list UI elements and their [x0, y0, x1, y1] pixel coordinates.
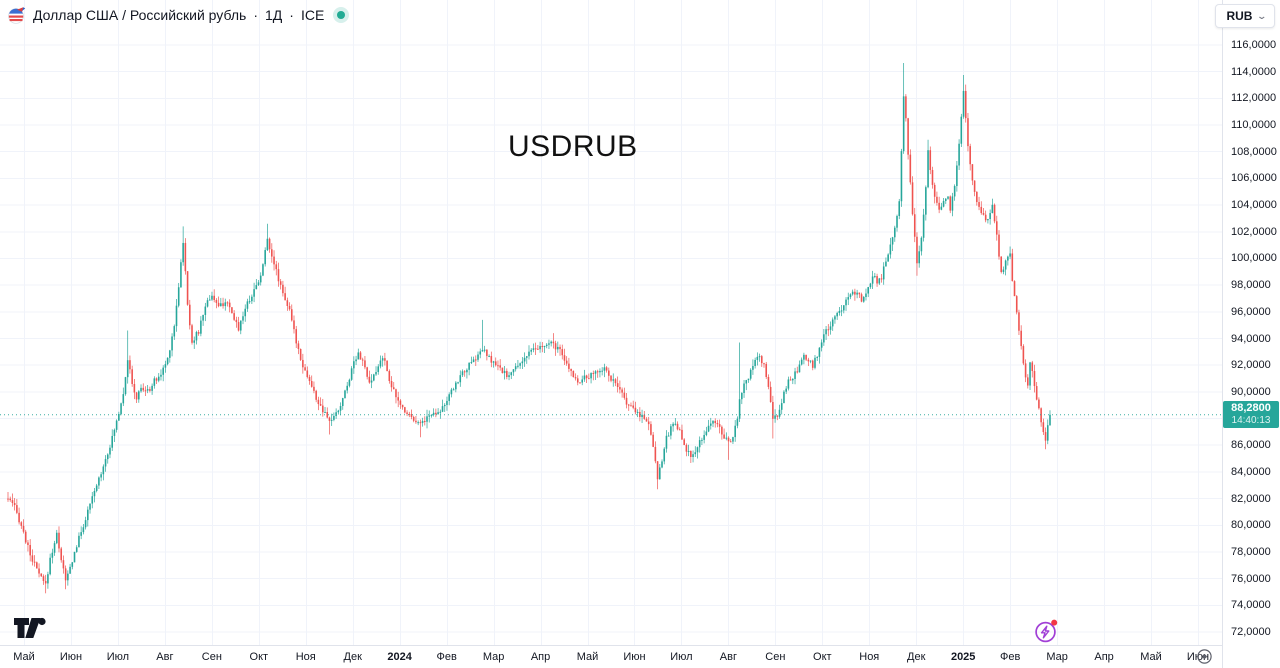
usd-rub-pair-icon [8, 7, 26, 24]
price-tick-label: 112,0000 [1231, 92, 1277, 105]
price-tick-label: 116,0000 [1231, 39, 1277, 51]
price-tick-label: 94,0000 [1231, 332, 1271, 345]
bar-countdown: 14:40:13 [1231, 414, 1271, 426]
legend-separator: · [289, 7, 294, 23]
candlestick-chart [0, 0, 1222, 645]
time-tick-label: Мар [1046, 651, 1068, 663]
time-tick-label: Апр [1094, 651, 1114, 663]
time-tick-label: Окт [813, 651, 832, 663]
currency-unit-button[interactable]: RUB ⌄ [1215, 4, 1275, 28]
last-price-badge: 88,2800 14:40:13 [1223, 400, 1279, 428]
time-tick-label: Фев [999, 651, 1021, 663]
notification-dot [1051, 619, 1058, 626]
time-tick-label: Июн [623, 651, 646, 663]
tradingview-logo[interactable] [13, 616, 47, 640]
legend-separator: · [253, 7, 258, 23]
time-tick-label: Июн [59, 651, 83, 663]
price-tick-label: 104,0000 [1231, 199, 1277, 212]
price-tick-label: 100,0000 [1231, 252, 1277, 265]
last-price-value: 88,2800 [1231, 401, 1271, 414]
price-tick-label: 74,0000 [1231, 599, 1271, 612]
time-scale[interactable]: Май Июн Июл Авг Сен Окт Ноя Дек 2024 Фев Мар Апр Май… [0, 645, 1222, 668]
time-tick-label: Дек [907, 651, 926, 663]
market-status-dot[interactable] [337, 11, 346, 19]
price-tick-label: 108,0000 [1231, 145, 1277, 158]
price-tick-label: 92,0000 [1231, 359, 1271, 372]
symbol-title: Доллар США / Российский рубль [33, 7, 247, 23]
chart-pane[interactable] [0, 0, 1222, 645]
price-tick-label: 72,0000 [1231, 626, 1271, 638]
time-tick-label: Ноя [859, 651, 880, 663]
symbol-legend[interactable]: Доллар США / Российский рубль · 1Д · ICE [8, 5, 346, 25]
price-tick-label: 114,0000 [1231, 65, 1277, 78]
price-tick-label: 86,0000 [1231, 439, 1271, 452]
time-tick-label: Июл [106, 651, 130, 663]
time-tick-label: Сен [765, 651, 786, 663]
sparks-lightning-button[interactable] [1031, 616, 1061, 646]
price-scale[interactable]: 116,0000 114,0000 112,0000 110,0000 108,0000… [1222, 0, 1280, 668]
price-tick-label: 102,0000 [1231, 225, 1277, 238]
exchange-label: ICE [300, 7, 325, 23]
lightning-icon [1040, 625, 1050, 639]
time-tick-label: Сен [201, 651, 222, 663]
time-tick-label: 2024 [387, 651, 412, 663]
time-tick-label: Ноя [295, 651, 316, 663]
price-tick-label: 82,0000 [1231, 492, 1271, 505]
time-tick-label: Июл [670, 651, 693, 663]
interval-label: 1Д [264, 7, 283, 23]
currency-unit-label: RUB [1226, 9, 1253, 23]
time-tick-label: Авг [156, 651, 174, 663]
time-tick-label: Мар [482, 651, 505, 663]
price-tick-label: 96,0000 [1231, 305, 1271, 318]
price-tick-label: 76,0000 [1231, 572, 1271, 585]
time-tick-label: Апр [530, 651, 551, 663]
symbol-watermark: USDRUB [508, 130, 638, 163]
price-tick-label: 106,0000 [1231, 172, 1277, 185]
time-tick-label: Дек [343, 651, 362, 663]
go-to-realtime-button[interactable] [1196, 648, 1213, 665]
price-tick-label: 78,0000 [1231, 545, 1271, 558]
time-tick-label: Май [13, 651, 35, 663]
price-tick-label: 110,0000 [1231, 119, 1277, 132]
price-tick-label: 90,0000 [1231, 385, 1271, 398]
time-tick-label: 2025 [950, 651, 976, 663]
time-tick-label: Авг [719, 651, 737, 663]
price-tick-label: 80,0000 [1231, 519, 1271, 532]
time-tick-label: Май [576, 651, 599, 663]
chevron-down-icon: ⌄ [1256, 10, 1268, 21]
time-tick-label: Окт [249, 651, 269, 663]
price-tick-label: 98,0000 [1231, 279, 1271, 292]
time-tick-label: Май [1140, 651, 1162, 663]
time-tick-label: Фев [436, 651, 457, 663]
price-tick-label: 84,0000 [1231, 465, 1271, 478]
